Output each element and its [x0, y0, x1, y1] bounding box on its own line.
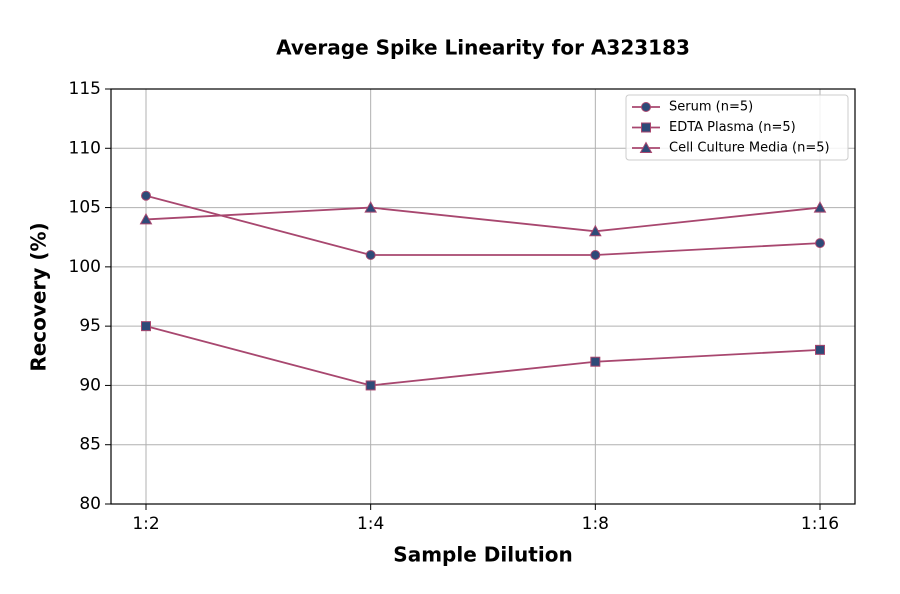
chart-title: Average Spike Linearity for A323183	[276, 36, 690, 60]
legend-label: Serum (n=5)	[669, 100, 753, 115]
y-tick-label: 80	[79, 494, 101, 514]
marker	[139, 212, 153, 225]
y-tick-label: 110	[69, 138, 101, 158]
y-tick-label: 100	[69, 257, 101, 277]
plot-frame	[110, 88, 856, 505]
series-line	[145, 206, 821, 233]
marker	[813, 201, 827, 213]
y-tick-label: 85	[79, 435, 101, 455]
y-tick-label: 95	[79, 316, 101, 336]
marker	[588, 224, 602, 237]
x-tick-label: 1:2	[132, 514, 159, 534]
y-tick-label: 90	[79, 375, 101, 395]
series-line	[145, 325, 821, 387]
y-tick-label: 115	[69, 79, 101, 99]
x-axis-label: Sample Dilution	[393, 543, 572, 567]
marker	[590, 356, 601, 367]
marker	[590, 250, 601, 260]
marker	[815, 238, 825, 249]
marker	[815, 344, 825, 355]
marker	[365, 380, 376, 391]
marker	[641, 102, 651, 112]
y-axis-label: Recovery (%)	[27, 222, 51, 371]
legend-label: EDTA Plasma (n=5)	[669, 120, 796, 135]
y-tick-label: 105	[69, 198, 101, 218]
x-tick-label: 1:4	[357, 514, 384, 534]
legend-box	[625, 94, 849, 161]
legend: Serum (n=5) EDTA Plasma (n=5) Cell Culture…	[625, 94, 849, 161]
x-tick-label: 1:16	[801, 514, 839, 534]
series-line	[145, 194, 821, 256]
marker	[141, 321, 151, 332]
marker	[364, 201, 378, 213]
marker	[141, 190, 151, 201]
marker	[641, 122, 651, 133]
x-tick-label: 1:8	[582, 514, 609, 534]
legend-label: Cell Culture Media (n=5)	[669, 141, 830, 156]
marker	[639, 141, 653, 153]
marker	[365, 250, 376, 260]
